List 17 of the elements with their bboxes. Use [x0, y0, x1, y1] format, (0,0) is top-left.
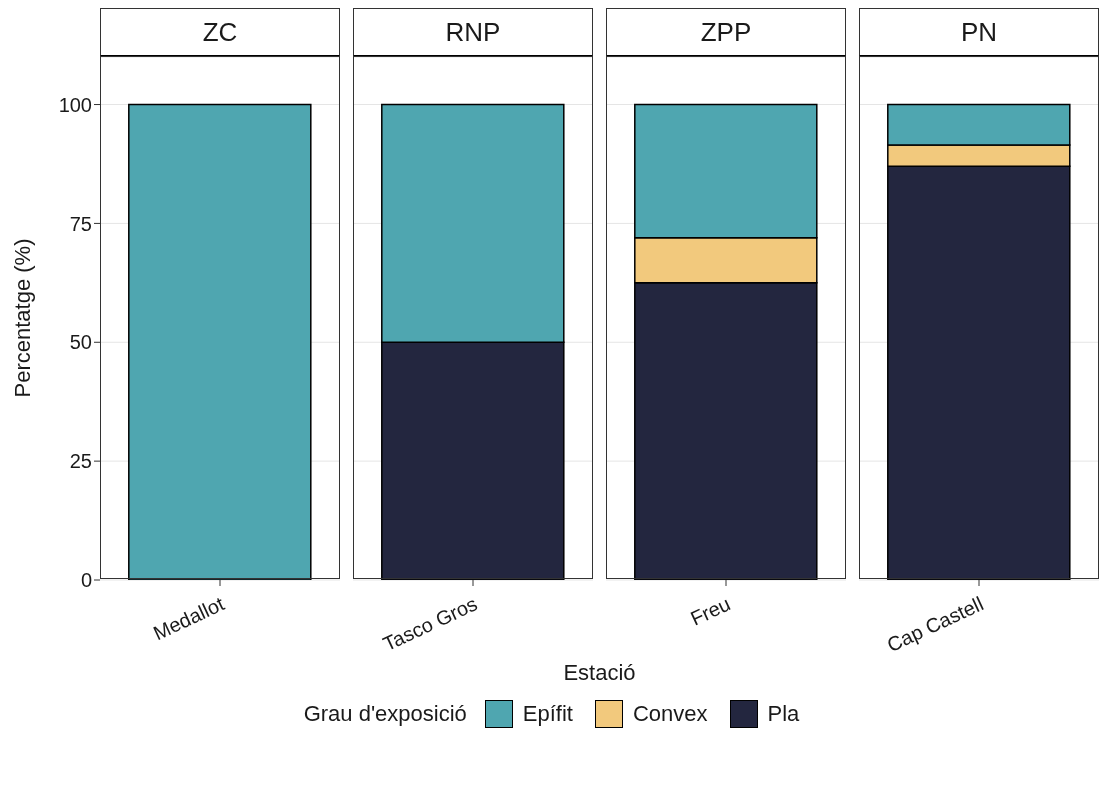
y-tick-label: 75 [69, 212, 92, 235]
y-tick-label: 25 [69, 450, 92, 473]
legend-label: Epífit [522, 701, 573, 727]
chart-title: ZC [100, 8, 340, 57]
x-tick-label: Freu [687, 592, 734, 630]
chart-title: PN [859, 8, 1099, 57]
x-tick-label: Tasco Gros [379, 592, 481, 656]
chart-title: ZPP [606, 8, 846, 57]
legend-title: Grau d'exposició [303, 701, 467, 727]
y-tick-label: 0 [80, 569, 92, 592]
legend-label: Convex [632, 701, 708, 727]
y-tick-label: 100 [58, 93, 92, 116]
y-axis-title: Percentatge (%) [10, 238, 36, 397]
x-axis-title: Estació [562, 660, 637, 686]
chart-title: RNP [353, 8, 593, 57]
y-tick-label: 50 [69, 331, 92, 354]
legend-label: Pla [767, 701, 800, 727]
